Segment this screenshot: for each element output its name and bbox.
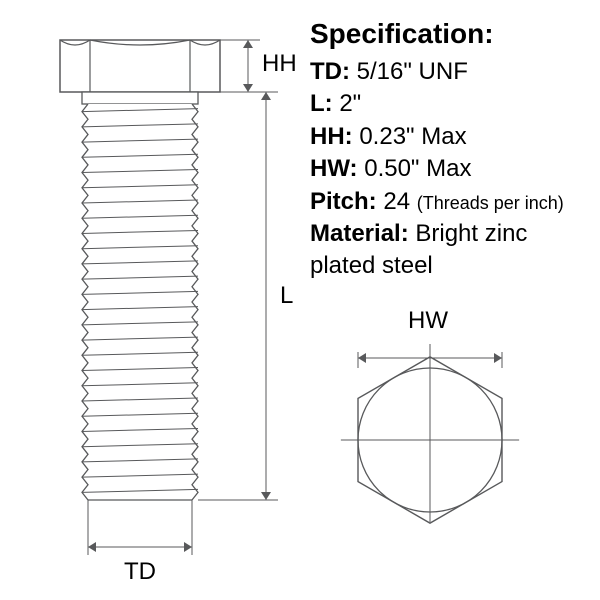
spec-row-td: TD: 5/16" UNF — [310, 56, 590, 88]
spec-row-material-1: Material: Bright zinc — [310, 218, 590, 250]
specification-block: Specification: TD: 5/16" UNF L: 2" HH: 0… — [310, 18, 590, 283]
label-hw: HW — [408, 307, 448, 335]
label-l: L — [280, 282, 293, 310]
label-hh: HH — [262, 50, 297, 78]
spec-row-l: L: 2" — [310, 88, 590, 120]
diagram-canvas: HH L TD HW Specification: TD: 5/16" UNF … — [0, 0, 600, 600]
spec-row-pitch: Pitch: 24 (Threads per inch) — [310, 186, 590, 218]
label-td: TD — [124, 558, 156, 586]
spec-title: Specification: — [310, 18, 590, 50]
spec-row-material-2: plated steel — [310, 250, 590, 282]
spec-row-hh: HH: 0.23" Max — [310, 121, 590, 153]
spec-row-hw: HW: 0.50" Max — [310, 153, 590, 185]
